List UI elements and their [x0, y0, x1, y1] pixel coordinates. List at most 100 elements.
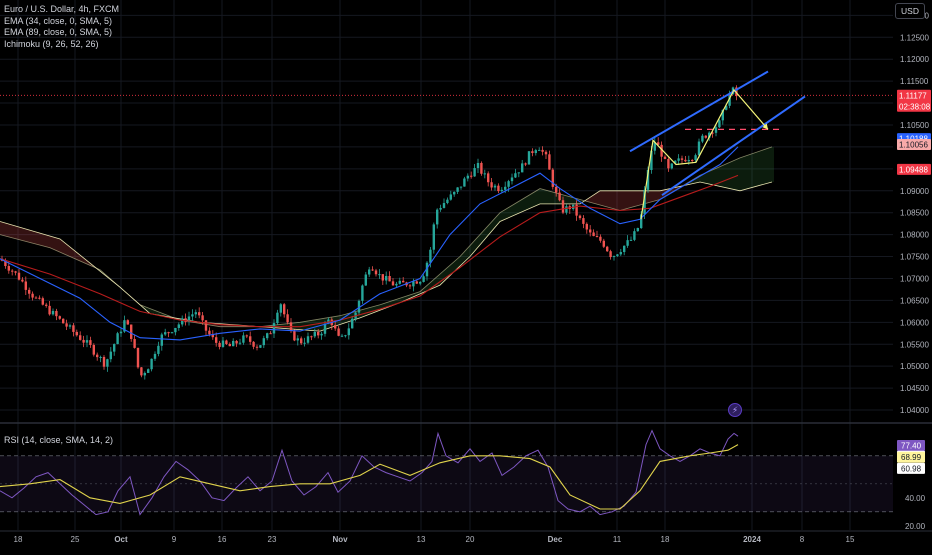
candle-body	[42, 298, 44, 304]
candle-body	[599, 237, 601, 241]
rsi-tick-label: 20.00	[905, 522, 926, 531]
candle-body	[242, 335, 244, 342]
candle-body	[535, 150, 537, 153]
candle-body	[198, 312, 200, 315]
time-tick-label: 16	[218, 535, 227, 544]
candle-body	[701, 136, 703, 142]
candle-body	[283, 304, 285, 314]
kumo-fill	[624, 191, 627, 210]
candle-body	[127, 320, 129, 324]
kumo-fill	[39, 233, 42, 246]
candle-body	[436, 210, 438, 225]
candle-body	[718, 120, 720, 127]
candle-body	[351, 319, 353, 329]
kumo-fill	[12, 225, 15, 239]
candle-body	[334, 325, 336, 328]
candle-body	[698, 142, 700, 156]
candle-body	[314, 332, 316, 336]
candle-body	[225, 341, 227, 344]
candle-body	[307, 336, 309, 342]
kumo-fill	[519, 199, 522, 213]
kumo-fill	[540, 189, 543, 204]
candle-body	[344, 335, 346, 336]
price-tick-label: 1.07000	[900, 274, 929, 283]
candle-body	[147, 369, 149, 373]
kumo-fill	[315, 319, 318, 331]
rsi-legend[interactable]: RSI (14, close, SMA, 14, 2)	[4, 435, 113, 445]
ichimoku-legend[interactable]: Ichimoku (9, 26, 52, 26)	[4, 39, 119, 51]
kumo-fill	[738, 158, 741, 191]
price-tick-label: 1.12000	[900, 55, 929, 64]
time-tick-label: 11	[613, 535, 622, 544]
candle-body	[82, 340, 84, 343]
kumo-fill	[750, 153, 753, 188]
candle-body	[14, 271, 16, 272]
kumo-fill	[759, 150, 762, 185]
candle-body	[691, 160, 693, 161]
kumo-fill	[768, 147, 771, 183]
kumo-fill	[522, 198, 525, 212]
kumo-fill	[744, 155, 747, 189]
time-tick-label: Dec	[548, 535, 563, 544]
candle-body	[8, 266, 10, 271]
candle-body	[677, 158, 679, 160]
candle-body	[232, 341, 234, 346]
price-tick-label: 1.09000	[900, 187, 929, 196]
candle-body	[514, 173, 516, 177]
candle-body	[558, 193, 560, 201]
candle-body	[300, 338, 302, 343]
flash-icon[interactable]: ⚡	[728, 403, 742, 417]
candle-body	[89, 340, 91, 345]
currency-button[interactable]: USD	[895, 3, 925, 19]
kumo-fill	[54, 237, 57, 251]
candle-body	[45, 305, 47, 306]
ema89-legend[interactable]: EMA (89, close, 0, SMA, 5)	[4, 27, 119, 39]
candle-body	[626, 240, 628, 246]
candle-body	[249, 336, 251, 342]
candle-body	[103, 357, 105, 367]
candle-body	[65, 323, 67, 326]
price-tick-label: 1.10500	[900, 121, 929, 130]
candle-body	[171, 332, 173, 333]
candle-body	[586, 224, 588, 230]
time-tick-label: 18	[661, 535, 670, 544]
candle-body	[548, 154, 550, 169]
candle-body	[541, 150, 543, 152]
kumo-fill	[756, 151, 759, 186]
price-label-text: 1.09488	[899, 165, 928, 174]
kumo-fill	[723, 164, 726, 188]
candle-body	[69, 325, 71, 326]
candle-body	[443, 203, 445, 208]
candle-body	[239, 343, 241, 344]
ema34-legend[interactable]: EMA (34, close, 0, SMA, 5)	[4, 16, 119, 28]
candle-body	[310, 336, 312, 337]
candle-body	[256, 347, 258, 348]
candle-body	[419, 282, 421, 284]
kumo-fill	[711, 169, 714, 185]
candle-body	[596, 236, 598, 237]
candle-body	[140, 367, 142, 375]
candle-body	[337, 328, 339, 335]
candle-body	[150, 359, 152, 369]
candle-body	[35, 298, 37, 299]
candle-body	[144, 373, 146, 375]
candle-body	[365, 275, 367, 286]
kumo-fill	[45, 235, 48, 248]
candle-body	[392, 281, 394, 285]
candle-body	[439, 208, 441, 210]
symbol-title[interactable]: Euro / U.S. Dollar, 4h, FXCM	[4, 4, 119, 16]
time-tick-label: 9	[172, 535, 177, 544]
kumo-fill	[648, 191, 651, 203]
price-tick-label: 1.08500	[900, 209, 929, 218]
kumo-fill	[657, 191, 660, 201]
kumo-fill	[51, 236, 54, 249]
candle-body	[252, 342, 254, 347]
candle-body	[422, 276, 424, 282]
candle-body	[524, 163, 526, 164]
candle-body	[507, 181, 509, 187]
candle-body	[303, 343, 305, 344]
candle-body	[297, 338, 299, 340]
candle-body	[592, 232, 594, 236]
